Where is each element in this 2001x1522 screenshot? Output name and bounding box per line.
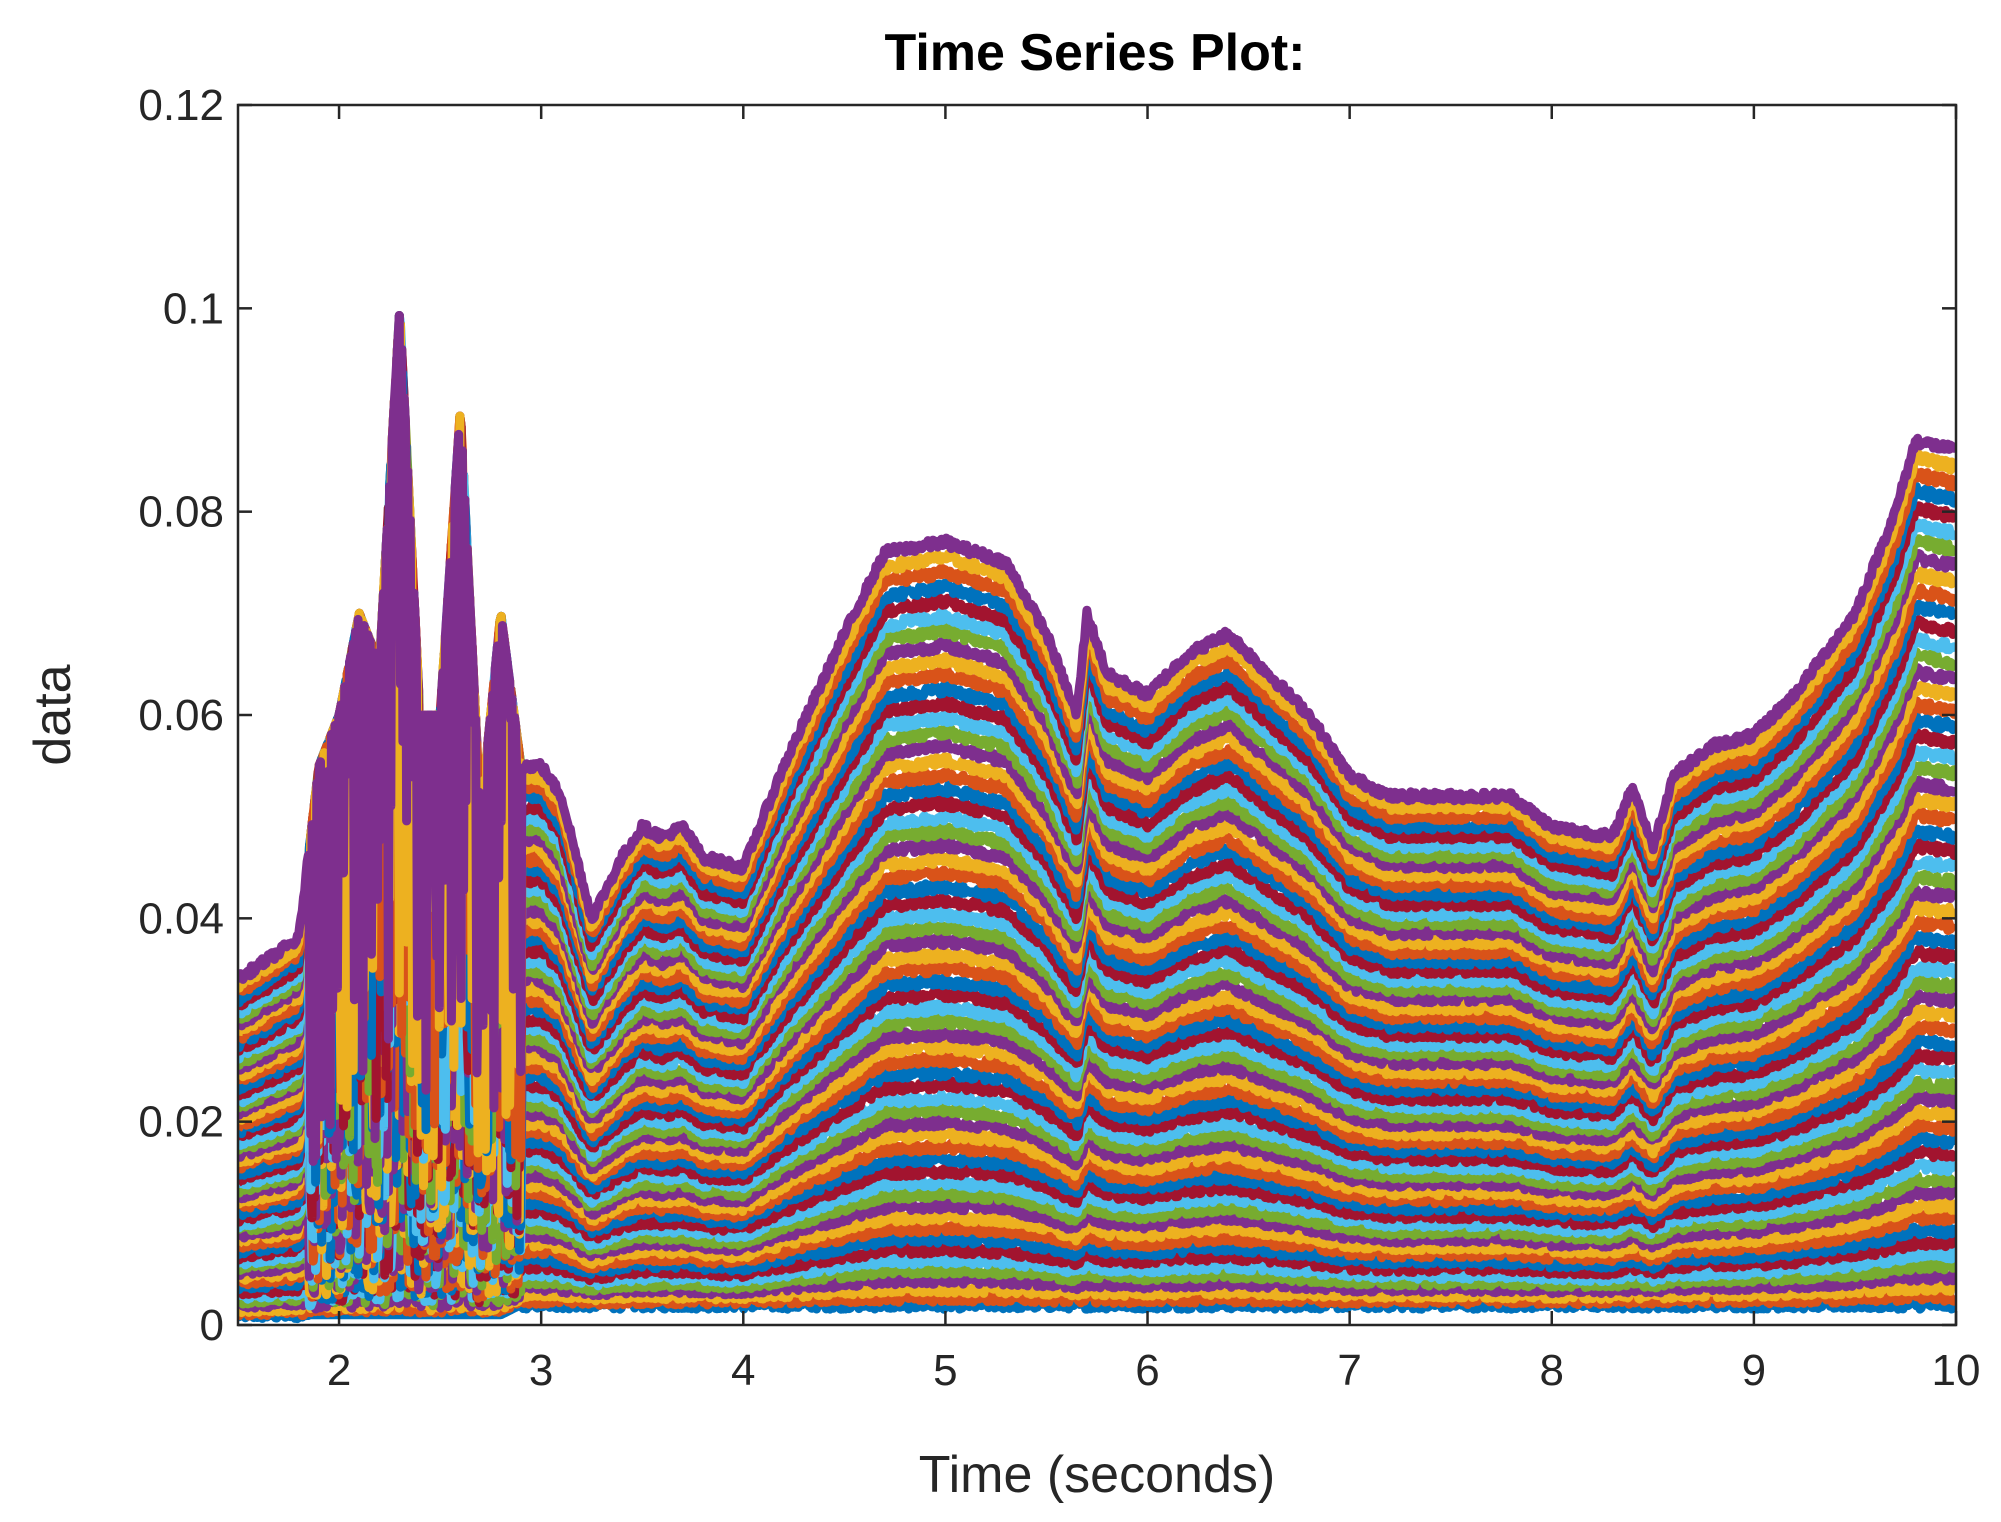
x-tick-label: 8 [1540, 1346, 1564, 1395]
series-line [238, 311, 1956, 1166]
x-axis-label: Time (seconds) [919, 1446, 1275, 1504]
x-tick-label: 7 [1337, 1346, 1361, 1395]
y-tick-label: 0.04 [138, 894, 224, 943]
y-tick-label: 0.12 [138, 81, 224, 130]
y-tick-label: 0 [200, 1301, 224, 1350]
x-tick-label: 2 [327, 1346, 351, 1395]
y-tick-label: 0.02 [138, 1098, 224, 1147]
x-tick-label: 5 [933, 1346, 957, 1395]
y-tick-label: 0.06 [138, 691, 224, 740]
x-tick-label: 9 [1742, 1346, 1766, 1395]
series-line [238, 1287, 1956, 1321]
y-tick-label: 0.08 [138, 488, 224, 537]
x-tick-label: 4 [731, 1346, 755, 1395]
y-axis: 0 0.02 0.04 0.06 0.08 0.1 0.12 [138, 81, 1956, 1350]
x-axis: 2 3 4 5 6 7 8 9 10 [327, 105, 1981, 1395]
y-tick-label: 0.1 [163, 284, 224, 333]
series-layer [238, 311, 1956, 1324]
chart-title: Time Series Plot: [885, 24, 1306, 82]
x-tick-label: 3 [529, 1346, 553, 1395]
x-tick-label: 10 [1932, 1346, 1981, 1395]
x-tick-label: 6 [1135, 1346, 1159, 1395]
y-axis-label: data [24, 664, 82, 765]
